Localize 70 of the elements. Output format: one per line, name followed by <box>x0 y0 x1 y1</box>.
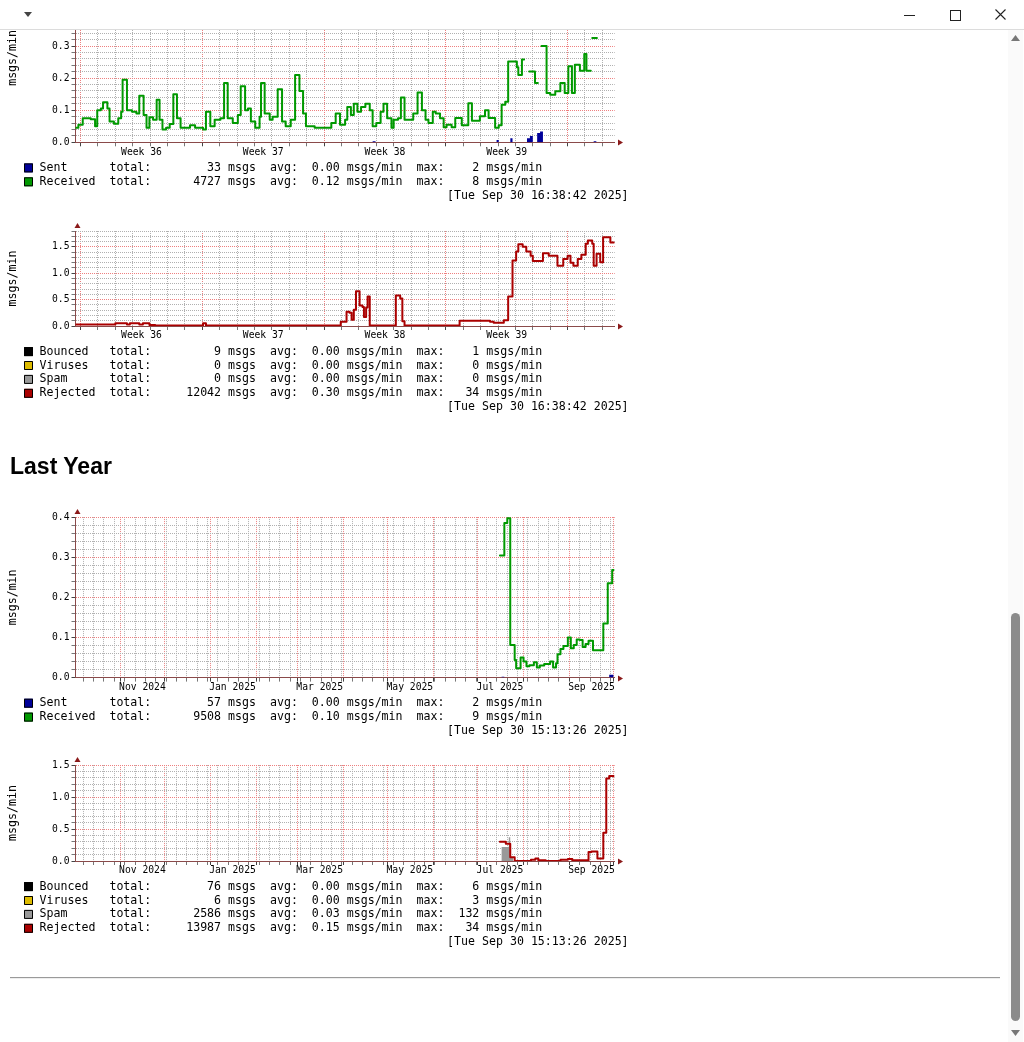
legend-label: Bounced <box>39 878 89 893</box>
x-tick-label: Nov 2024 <box>119 680 166 692</box>
x-tick-label: Jul 2025 <box>476 680 524 692</box>
y-tick-label: 0.0 <box>52 854 70 866</box>
legend-label: Viruses <box>39 357 89 372</box>
y-tick-label: 1.0 <box>52 266 70 278</box>
y-axis-title: msgs/min <box>4 250 19 307</box>
x-tick-label: Jan 2025 <box>209 864 257 876</box>
y-axis-title: msgs/min <box>4 30 19 86</box>
x-tick-label: May 2025 <box>386 680 434 692</box>
text: [Tue Sep 30 15:13:26 2025] <box>447 723 629 738</box>
text: total: 9508 msgs avg: 0.10 msgs/min max: 9 msgs/min <box>109 709 543 724</box>
y-tick-label: 0.0 <box>52 319 70 331</box>
text: total: 0 msgs avg: 0.00 msgs/min max: 0 msgs/min <box>109 357 543 372</box>
y-tick-label: 0.4 <box>52 510 70 522</box>
x-tick-label: May 2025 <box>386 864 434 876</box>
legend-label: Sent <box>39 695 68 710</box>
y-tick-label: 0.0 <box>52 135 70 147</box>
x-tick-label: Mar 2025 <box>296 680 344 692</box>
y-tick-label: 1.0 <box>52 790 70 802</box>
text: total: 12042 msgs avg: 0.30 msgs/min max: 34 msgs/min <box>109 385 543 400</box>
y-axis-title: msgs/min <box>4 569 19 626</box>
x-tick-label: Week 38 <box>364 329 406 341</box>
y-tick-label: 0.5 <box>52 822 70 834</box>
legend-label: Viruses <box>39 892 89 907</box>
x-tick-label: Sep 2025 <box>568 864 615 876</box>
x-tick-label: Week 39 <box>486 145 528 157</box>
x-tick-label: Week 36 <box>121 145 163 157</box>
x-tick-label: Week 37 <box>242 329 284 341</box>
y-tick-label: 0.3 <box>52 39 70 51</box>
x-tick-label: Week 38 <box>364 145 406 157</box>
text: total: 33 msgs avg: 0.00 msgs/min max: 2 msgs/min <box>109 159 543 174</box>
x-tick-label: Nov 2024 <box>119 864 166 876</box>
y-tick-label: 0.0 <box>52 671 70 683</box>
y-tick-label: 0.1 <box>52 103 70 115</box>
text: total: 57 msgs avg: 0.00 msgs/min max: 2 msgs/min <box>109 695 543 710</box>
legend-label: Sent <box>39 159 68 174</box>
x-tick-label: Jul 2025 <box>476 864 524 876</box>
x-tick-label: Week 37 <box>242 145 284 157</box>
text: [Tue Sep 30 15:13:26 2025] <box>447 934 629 949</box>
x-tick-label: Jan 2025 <box>209 680 257 692</box>
y-tick-label: 0.1 <box>52 631 70 642</box>
text: total: 2586 msgs avg: 0.03 msgs/min max: 132 msgs/min <box>109 906 543 921</box>
y-tick-label: 0.3 <box>52 550 70 562</box>
y-tick-label: 1.5 <box>52 240 70 252</box>
text: total: 4727 msgs avg: 0.12 msgs/min max: 8 msgs/min <box>109 173 543 188</box>
chart-title: Last Year <box>10 452 112 480</box>
legend-label: Bounced <box>39 343 89 358</box>
y-axis-title: msgs/min <box>4 785 19 841</box>
y-tick-label: 0.2 <box>52 590 70 602</box>
legend-label: Spam <box>39 906 68 921</box>
text: total: 6 msgs avg: 0.00 msgs/min max: 3 msgs/min <box>109 892 543 907</box>
x-tick-label: Week 39 <box>486 329 528 341</box>
text: total: 9 msgs avg: 0.00 msgs/min max: 1 msgs/min <box>109 343 543 358</box>
x-tick-label: Mar 2025 <box>296 864 344 876</box>
y-tick-label: 0.2 <box>52 71 70 83</box>
y-tick-label: 1.5 <box>52 758 70 770</box>
legend-label: Received <box>39 173 96 188</box>
legend-label: Rejected <box>39 920 96 935</box>
x-tick-label: Sep 2025 <box>568 680 615 692</box>
legend-label: Received <box>39 709 96 724</box>
text: total: 0 msgs avg: 0.00 msgs/min max: 0 msgs/min <box>109 371 543 386</box>
legend-label: Spam <box>39 371 68 386</box>
text: [Tue Sep 30 16:38:42 2025] <box>447 399 629 414</box>
text: total: 76 msgs avg: 0.00 msgs/min max: 6 msgs/min <box>109 878 543 893</box>
x-tick-label: Week 36 <box>121 329 163 341</box>
legend-label: Rejected <box>39 385 96 400</box>
text: [Tue Sep 30 16:38:42 2025] <box>447 187 629 202</box>
y-tick-label: 0.5 <box>52 293 70 305</box>
text: total: 13987 msgs avg: 0.15 msgs/min max: 34 msgs/min <box>109 920 543 935</box>
